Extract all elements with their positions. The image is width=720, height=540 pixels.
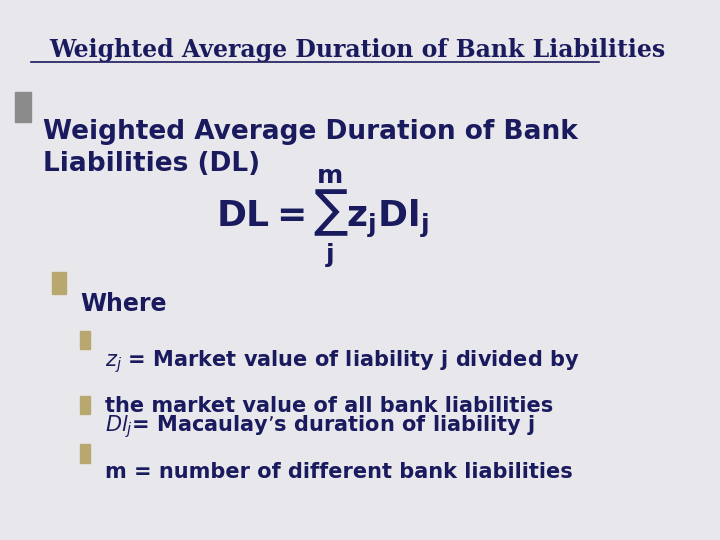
Text: $Dl_j$= Macaulay’s duration of liability j: $Dl_j$= Macaulay’s duration of liability…	[105, 413, 535, 440]
Bar	[80, 396, 90, 414]
Bar	[15, 92, 31, 122]
Bar	[53, 272, 66, 294]
Text: $z_j$ = Market value of liability j divided by: $z_j$ = Market value of liability j divi…	[105, 348, 580, 375]
Bar	[80, 331, 90, 349]
Bar	[80, 444, 90, 463]
Text: Weighted Average Duration of Bank Liabilities: Weighted Average Duration of Bank Liabil…	[50, 38, 665, 62]
Text: Weighted Average Duration of Bank
Liabilities (DL): Weighted Average Duration of Bank Liabil…	[43, 119, 578, 177]
Text: $\mathbf{DL = \sum_{j}^{m} z_j Dl_j}$: $\mathbf{DL = \sum_{j}^{m} z_j Dl_j}$	[216, 167, 428, 270]
Text: m = number of different bank liabilities: m = number of different bank liabilities	[105, 462, 572, 482]
Text: the market value of all bank liabilities: the market value of all bank liabilities	[105, 396, 553, 416]
Text: Where: Where	[80, 292, 167, 315]
